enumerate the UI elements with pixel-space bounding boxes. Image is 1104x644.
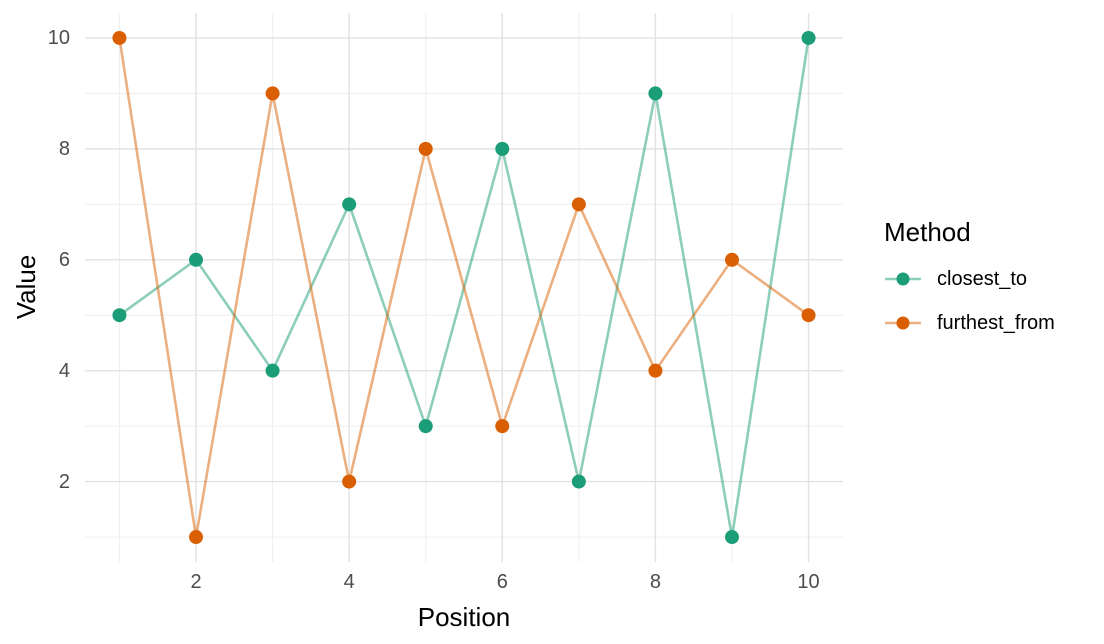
data-point [189,252,204,267]
legend-item: furthest_from [884,311,1055,335]
data-point [265,86,280,101]
legend-item-label: closest_to [937,268,1028,290]
data-point [265,363,280,378]
series-line-furthest_from [118,36,810,539]
data-point [112,30,127,45]
legend-key-icon [885,272,921,286]
y-tick-label: 6 [58,248,70,271]
x-tick-label: 6 [496,571,508,593]
y-tick-label: 10 [47,26,70,49]
legend-title: Method [884,217,971,247]
data-point [189,530,204,545]
y-tick-label: 2 [58,470,70,493]
data-point [648,86,663,101]
legend-key-icon [885,316,921,330]
data-point [571,474,586,489]
x-tick-label: 10 [797,571,820,593]
y-axis-title: Value [11,254,41,320]
x-axis-title: Position [417,602,511,632]
x-tick-label: 2 [190,571,202,593]
y-tick-label: 8 [58,137,70,160]
legend: Method closest_to furthest_from [884,219,1055,355]
data-point [724,530,739,545]
data-point [648,363,663,378]
data-point [801,30,816,45]
legend-item-label: furthest_from [937,312,1055,334]
x-tick-label: 8 [649,571,661,593]
y-tick-label: 4 [58,359,70,382]
data-point [342,197,357,212]
data-point [801,308,816,323]
data-point [571,197,586,212]
data-point [418,141,433,156]
data-point [112,308,127,323]
legend-item: closest_to [884,267,1055,291]
data-point [495,419,510,434]
data-point [418,419,433,434]
data-point [724,252,739,267]
x-tick-label: 4 [343,571,355,593]
data-point [342,474,357,489]
data-point [495,141,510,156]
